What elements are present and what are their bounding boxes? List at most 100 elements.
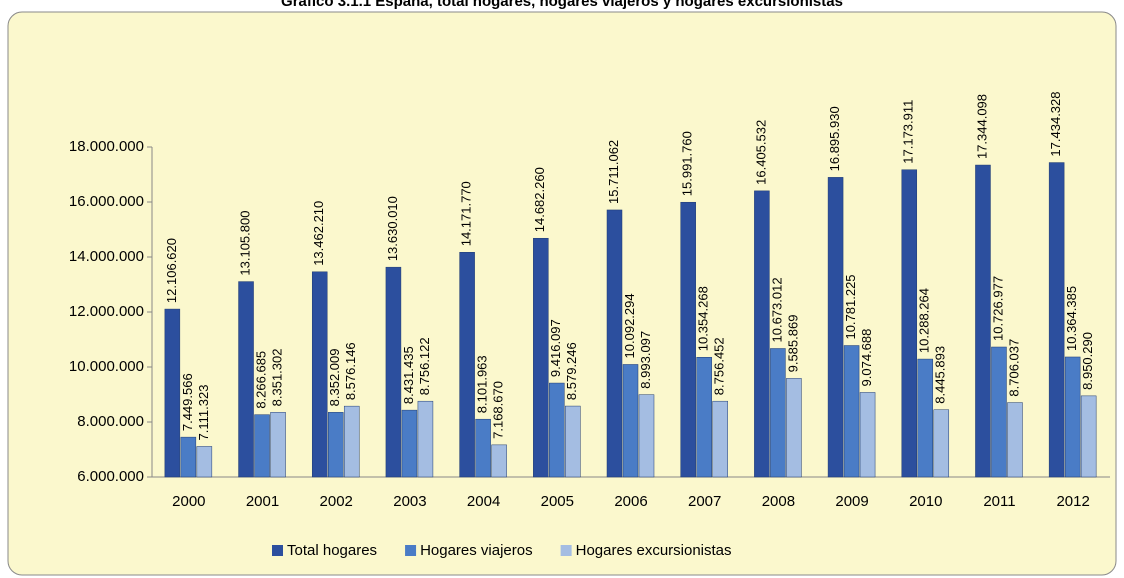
bar — [549, 382, 565, 478]
value-label: 10.673.012 — [769, 277, 784, 342]
bar — [712, 400, 728, 478]
x-tick-label: 2002 — [320, 493, 353, 510]
value-label: 13.630.010 — [385, 196, 400, 261]
legend-swatch — [405, 545, 417, 556]
bar — [975, 164, 991, 478]
bar — [754, 190, 770, 478]
x-tick-label: 2001 — [246, 493, 279, 510]
y-tick-label: 18.000.000 — [69, 138, 144, 155]
legend-label: Hogares excursionistas — [576, 542, 732, 559]
value-label: 8.950.290 — [1080, 332, 1095, 390]
bar — [270, 412, 286, 478]
value-label: 8.993.097 — [638, 331, 653, 389]
legend-swatch — [560, 545, 572, 556]
bar — [933, 409, 950, 478]
value-label: 16.405.532 — [753, 120, 768, 185]
value-label: 8.351.302 — [269, 348, 284, 406]
bar — [343, 405, 360, 478]
x-tick-label: 2008 — [762, 493, 795, 510]
bar — [696, 357, 712, 478]
value-label: 7.449.566 — [180, 373, 195, 431]
bar — [843, 345, 860, 478]
value-label: 9.074.688 — [859, 329, 874, 387]
value-label: 8.756.122 — [417, 337, 432, 395]
bar — [991, 346, 1007, 478]
x-tick-label: 2005 — [541, 493, 574, 510]
value-label: 10.781.225 — [843, 274, 858, 339]
x-tick-label: 2006 — [614, 493, 647, 510]
value-label: 13.105.800 — [237, 211, 252, 276]
y-tick-label: 14.000.000 — [69, 248, 144, 265]
bar — [786, 378, 802, 478]
x-tick-label: 2007 — [688, 493, 721, 510]
value-label: 9.416.097 — [548, 319, 563, 377]
bar — [475, 418, 491, 478]
value-label: 17.344.098 — [974, 94, 989, 159]
bar — [417, 400, 434, 478]
value-label: 10.288.264 — [917, 288, 932, 353]
value-label: 7.168.670 — [491, 381, 506, 439]
y-tick-label: 12.000.000 — [69, 303, 144, 320]
legend-label: Hogares viajeros — [420, 542, 533, 559]
bar — [680, 201, 696, 478]
value-label: 10.364.385 — [1064, 286, 1079, 351]
value-label: 8.101.963 — [475, 355, 490, 413]
value-label: 8.706.037 — [1006, 339, 1021, 397]
legend-label: Total hogares — [287, 542, 377, 559]
value-label: 14.171.770 — [459, 181, 474, 246]
legend-swatch — [272, 545, 283, 556]
bar — [901, 169, 918, 478]
bar — [1080, 395, 1097, 478]
value-label: 8.266.685 — [253, 351, 268, 409]
bar — [491, 444, 507, 478]
bar — [638, 394, 655, 478]
value-label: 10.354.268 — [696, 286, 711, 351]
value-label: 8.352.009 — [327, 348, 342, 406]
value-label: 17.173.911 — [901, 100, 916, 164]
value-label: 10.092.294 — [622, 293, 637, 358]
x-tick-label: 2010 — [909, 493, 942, 510]
x-tick-label: 2012 — [1056, 493, 1089, 510]
bar — [164, 308, 181, 478]
value-label: 16.895.930 — [827, 106, 842, 171]
bar — [827, 177, 844, 478]
x-tick-label: 2011 — [983, 493, 1015, 510]
bar — [565, 405, 581, 478]
value-label: 15.991.760 — [680, 131, 695, 196]
bar — [770, 348, 786, 478]
value-label: 8.756.452 — [712, 337, 727, 395]
value-label: 8.576.146 — [343, 342, 358, 400]
bar — [1007, 402, 1023, 478]
value-label: 9.585.869 — [785, 315, 800, 373]
bar — [327, 412, 344, 478]
x-tick-label: 2000 — [172, 493, 205, 510]
value-label: 12.106.620 — [164, 238, 179, 303]
bar — [1048, 162, 1065, 478]
bar — [606, 209, 623, 478]
value-label: 13.462.210 — [311, 201, 326, 266]
y-tick-label: 6.000.000 — [77, 468, 144, 485]
bar — [459, 252, 475, 478]
value-label: 8.431.435 — [401, 346, 416, 404]
chart-title: Gráfico 3.1.1 España, total hogares, hog… — [281, 0, 843, 10]
bar — [311, 271, 328, 478]
bar — [254, 414, 270, 478]
bar — [917, 358, 934, 478]
bar — [1064, 356, 1081, 478]
bar — [180, 436, 197, 478]
y-tick-label: 8.000.000 — [77, 413, 144, 430]
value-label: 7.111.323 — [196, 385, 211, 441]
value-label: 8.445.893 — [933, 346, 948, 404]
bar — [196, 446, 213, 478]
bar — [401, 409, 418, 478]
bar — [622, 364, 639, 478]
value-label: 10.726.977 — [990, 276, 1005, 341]
x-tick-label: 2004 — [467, 493, 500, 510]
x-tick-label: 2009 — [835, 493, 868, 510]
bar — [385, 266, 402, 478]
bar — [533, 237, 549, 478]
bar — [859, 392, 876, 478]
value-label: 17.434.328 — [1048, 91, 1063, 156]
value-label: 15.711.062 — [606, 140, 621, 204]
